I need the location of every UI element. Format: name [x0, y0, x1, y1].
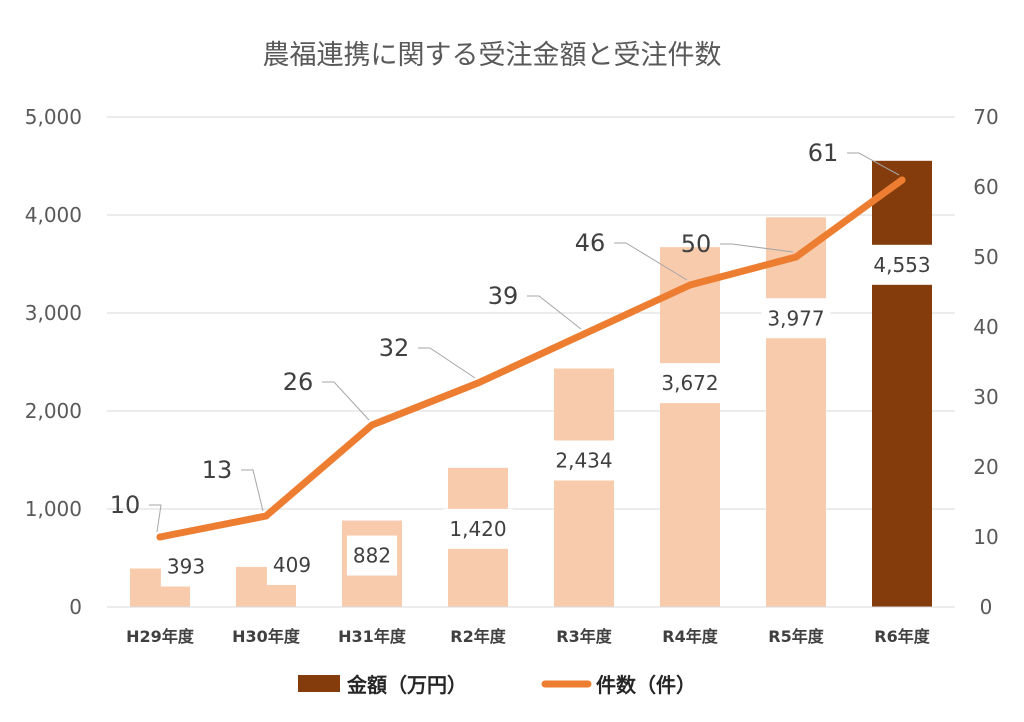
line-value-label: 39	[488, 282, 519, 310]
line-point	[474, 379, 482, 387]
right-axis-tick-label: 0	[980, 595, 993, 619]
leader-line	[418, 347, 476, 379]
x-axis-tick-label: R5年度	[768, 627, 824, 646]
legend-swatch-amount	[298, 675, 340, 692]
legend-label-amount: 金額（万円）	[346, 673, 467, 697]
leader-line	[847, 152, 900, 176]
left-axis-tick-label: 3,000	[25, 301, 82, 325]
x-axis-tick-label: H29年度	[126, 627, 195, 646]
bar-value-label: 1,420	[449, 517, 506, 541]
line-point	[686, 281, 694, 289]
x-axis-tick-label: H30年度	[232, 627, 301, 646]
chart-title: 農福連携に関する受注金額と受注件数	[263, 40, 722, 71]
x-axis: H29年度 H30年度 H31年度 R2年度 R3年度 R4年度 R5年度 R6年度	[107, 606, 955, 646]
bar-value-label: 2,434	[555, 448, 612, 472]
left-axis: 0 1,000 2,000 3,000 4,000 5,000	[25, 105, 82, 619]
right-axis-tick-label: 50	[973, 245, 998, 269]
bar-value-label-background	[346, 535, 398, 576]
bar-value-labels: 393 409 882 1,420 2,434 3,672 3,977 4,553	[160, 244, 937, 587]
left-axis-tick-label: 1,000	[25, 497, 82, 521]
bar-value-label-background	[655, 363, 725, 404]
x-axis-tick-label: H31年度	[338, 627, 407, 646]
count-line	[156, 176, 906, 541]
bar-series	[130, 160, 932, 608]
bar	[766, 217, 826, 607]
leader-line	[614, 242, 688, 281]
bar-value-label-background	[549, 440, 619, 481]
legend: 金額（万円） 件数（件）	[298, 673, 696, 697]
x-axis-tick-label: R6年度	[874, 627, 930, 646]
bar-value-label-background	[443, 508, 513, 549]
line-value-label: 50	[681, 230, 712, 258]
leader-line	[149, 504, 162, 533]
bar-value-label-background	[761, 298, 831, 339]
right-axis-tick-label: 60	[973, 175, 998, 199]
line-point	[156, 533, 164, 541]
line-point	[262, 512, 270, 520]
legend-label-count: 件数（件）	[596, 673, 696, 697]
bar-value-label-background	[266, 544, 318, 585]
bar-value-label-background	[867, 244, 937, 285]
bar	[554, 368, 614, 607]
leader-line	[720, 243, 794, 253]
left-axis-tick-label: 0	[69, 595, 82, 619]
bar-value-label: 3,977	[767, 306, 824, 330]
leader-line	[322, 381, 370, 421]
bar-value-label: 409	[273, 553, 311, 577]
line-value-label: 32	[379, 334, 410, 362]
line-point	[898, 176, 906, 184]
x-axis-tick-label: R4年度	[662, 627, 718, 646]
leader-line	[241, 469, 264, 512]
line-value-label: 10	[110, 491, 141, 519]
right-axis-tick-label: 30	[973, 385, 998, 409]
line-point	[792, 253, 800, 261]
right-axis-tick-label: 40	[973, 315, 998, 339]
leader-lines	[149, 152, 900, 533]
line-value-labels: 10 13 26 32 39 46 50 61	[110, 139, 839, 519]
right-axis-tick-label: 20	[973, 455, 998, 479]
bar-value-label: 882	[353, 544, 391, 568]
bar-value-label: 3,672	[661, 371, 718, 395]
bar	[872, 160, 932, 607]
leader-line	[527, 295, 582, 330]
left-axis-tick-label: 2,000	[25, 399, 82, 423]
x-axis-tick-label: R2年度	[450, 627, 506, 646]
left-axis-tick-label: 4,000	[25, 203, 82, 227]
left-axis-tick-label: 5,000	[25, 105, 82, 129]
line-point	[368, 421, 376, 429]
line-series	[156, 176, 906, 541]
right-axis: 0 10 20 30 40 50 60 70	[973, 105, 998, 619]
bar-value-label: 4,553	[873, 253, 930, 277]
x-axis-tick-label: R3年度	[556, 627, 612, 646]
line-value-label: 61	[808, 139, 839, 167]
line-value-label: 26	[283, 368, 314, 396]
line-value-label: 46	[575, 229, 606, 257]
right-axis-tick-label: 70	[973, 105, 998, 129]
bar	[660, 247, 720, 608]
bar-value-label-background	[160, 546, 212, 587]
line-value-label: 13	[202, 456, 233, 484]
right-axis-tick-label: 10	[973, 525, 998, 549]
line-point	[580, 330, 588, 338]
bar-value-label: 393	[167, 554, 205, 578]
